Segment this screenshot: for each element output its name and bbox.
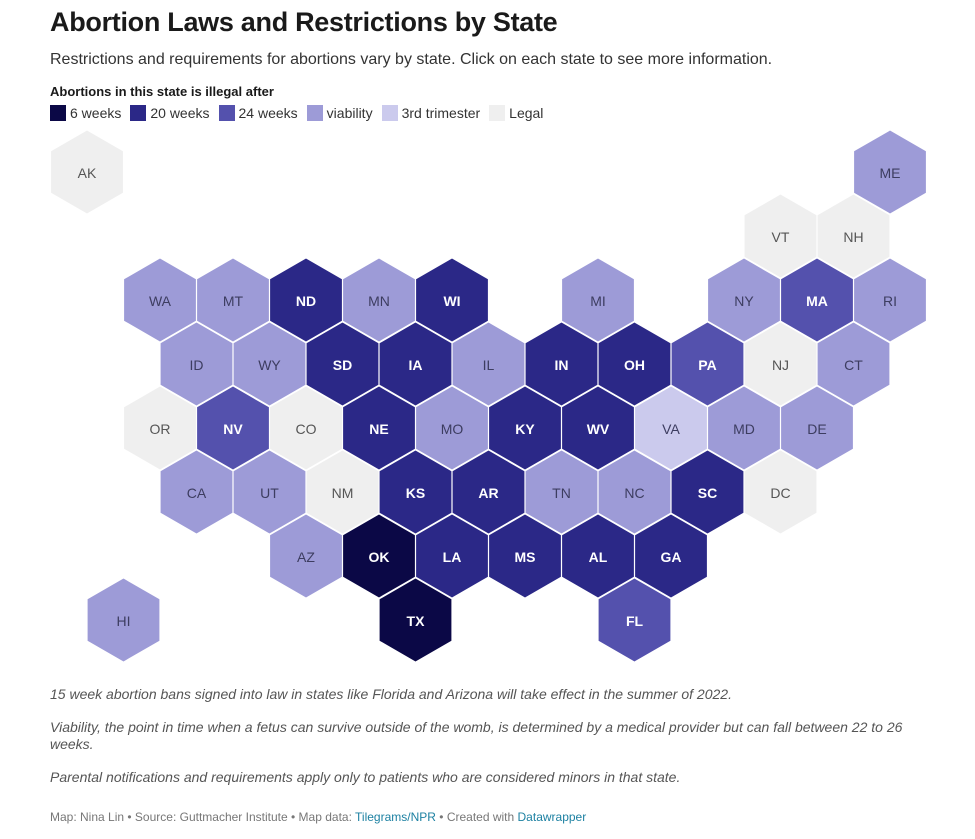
legend-title: Abortions in this state is illegal after (50, 84, 274, 99)
footer-sep: • (287, 810, 299, 824)
state-tile-hi[interactable]: HI (86, 577, 161, 663)
state-hex[interactable] (816, 193, 891, 279)
state-hex[interactable] (634, 513, 708, 599)
legend-item-20-weeks: 20 weeks (130, 105, 210, 121)
legend-item-24-weeks: 24 weeks (218, 105, 298, 121)
legend-item-6-weeks: 6 weeks (50, 105, 121, 121)
note-viability: Viability, the point in time when a fetu… (50, 719, 903, 752)
legend-swatch (489, 105, 506, 121)
legend-item-3rd-trimester: 3rd trimester (381, 105, 481, 121)
legend-label: 3rd trimester (401, 105, 481, 121)
notes: 15 week abortion bans signed into law in… (50, 686, 930, 802)
legend: 6 weeks 20 weeks 24 weeks viability 3rd … (50, 105, 543, 121)
legend-label: viability (326, 105, 373, 121)
note-15-week-bans: 15 week abortion bans signed into law in… (50, 686, 732, 702)
legend-label: 20 weeks (150, 105, 210, 121)
state-hex[interactable] (50, 129, 124, 215)
legend-item-legal: Legal (489, 105, 543, 121)
state-hex[interactable] (415, 257, 489, 343)
state-hex[interactable] (378, 577, 453, 663)
footer-sep: • (435, 810, 447, 824)
page-subtitle: Restrictions and requirements for aborti… (50, 51, 773, 68)
state-hex[interactable] (743, 449, 818, 535)
datawrapper-link[interactable]: Datawrapper (517, 810, 587, 824)
footer-source: Source: Guttmacher Institute (134, 810, 288, 824)
legend-swatch (50, 105, 66, 121)
footer-sep: • (124, 810, 135, 824)
state-hex[interactable] (597, 577, 672, 663)
state-hex[interactable] (780, 385, 854, 471)
footer-created-prefix: Created with (446, 810, 518, 824)
state-hex[interactable] (561, 257, 635, 343)
legend-item-viability: viability (306, 105, 373, 121)
legend-label: 6 weeks (70, 105, 122, 121)
note-parental: Parental notifications and requirements … (50, 769, 681, 785)
legend-swatch (381, 105, 398, 121)
footer-mapdata-prefix: Map data: (298, 810, 356, 824)
state-hex[interactable] (853, 129, 927, 215)
legend-swatch (306, 105, 323, 121)
footer: Map: Nina Lin • Source: Guttmacher Insti… (50, 810, 586, 824)
state-hex[interactable] (853, 257, 927, 343)
state-hex[interactable] (86, 577, 161, 663)
legend-swatch (130, 105, 147, 121)
legend-swatch (218, 105, 235, 121)
state-hex[interactable] (816, 321, 891, 407)
footer-author: Map: Nina Lin (50, 810, 125, 824)
state-tile-ak[interactable]: AK (50, 129, 124, 215)
legend-label: Legal (509, 105, 544, 121)
legend-label: 24 weeks (238, 105, 298, 121)
tilegrams-link[interactable]: Tilegrams/NPR (355, 810, 436, 824)
page-title: Abortion Laws and Restrictions by State (50, 7, 558, 37)
